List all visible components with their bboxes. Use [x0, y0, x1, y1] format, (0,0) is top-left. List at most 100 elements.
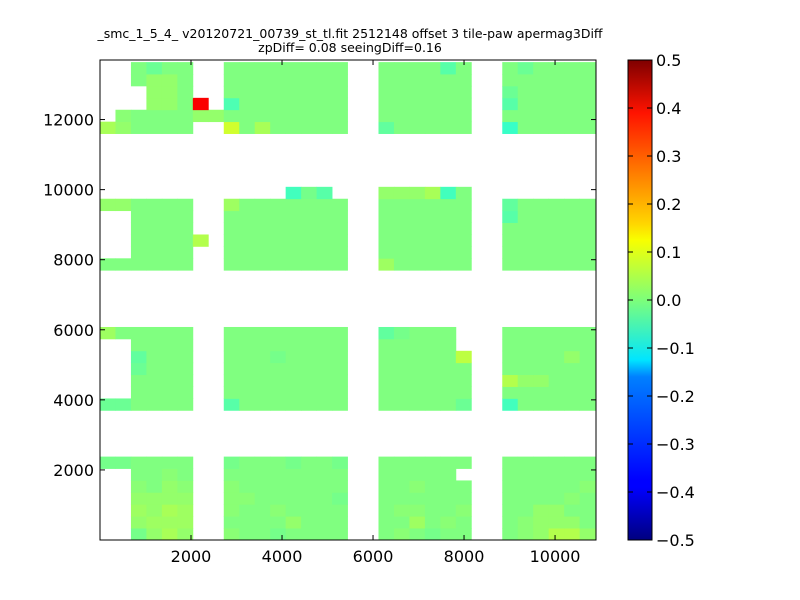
- heatmap-cell: [100, 258, 116, 271]
- heatmap-cell: [223, 456, 240, 469]
- heatmap-cell: [301, 504, 317, 517]
- heatmap-cell: [548, 374, 565, 387]
- y-tick-label: 12000: [43, 111, 94, 130]
- heatmap-cell: [146, 480, 163, 493]
- heatmap-cell: [254, 222, 271, 235]
- heatmap-cell: [301, 386, 317, 399]
- heatmap-cell: [301, 338, 317, 352]
- heatmap-cell: [440, 480, 457, 493]
- colorbar: 0.5 0.4 0.3 0.2 0.1 0.0 −0.1 −0.2 −0.3 −0.4 −0.5: [627, 51, 695, 550]
- heatmap-cell: [409, 246, 426, 259]
- heatmap-cell: [161, 492, 178, 505]
- heatmap-cell: [533, 456, 550, 469]
- heatmap-cell: [378, 398, 395, 411]
- heatmap-cell: [378, 492, 395, 505]
- heatmap-cell: [548, 210, 565, 223]
- heatmap-cell: [316, 210, 333, 223]
- heatmap-cell: [316, 492, 333, 505]
- heatmap-cell: [254, 62, 271, 75]
- heatmap-cell: [239, 516, 256, 529]
- heatmap-cell: [424, 121, 441, 134]
- heatmap-cell: [440, 468, 457, 481]
- heatmap-cell: [378, 350, 395, 364]
- heatmap-cell: [239, 109, 256, 123]
- heatmap-cell: [270, 504, 287, 517]
- heatmap-cell: [316, 222, 333, 235]
- heatmap-cell: [161, 528, 178, 541]
- heatmap-cell: [254, 109, 271, 123]
- heatmap-cell: [146, 492, 163, 505]
- heatmap-cell: [239, 386, 256, 399]
- heatmap-cell: [332, 74, 348, 87]
- heatmap-cell: [378, 528, 395, 541]
- heatmap-cell: [455, 234, 472, 247]
- heatmap-cell: [564, 246, 581, 259]
- heatmap-cell: [270, 338, 287, 352]
- heatmap-cell: [533, 386, 550, 399]
- heatmap-cell: [579, 468, 596, 481]
- heatmap-cell: [285, 374, 302, 387]
- heatmap-cell: [223, 109, 240, 123]
- heatmap-cell: [455, 362, 472, 376]
- heatmap-cell: [177, 516, 194, 529]
- heatmap-cell: [285, 234, 302, 247]
- heatmap-cell: [270, 398, 287, 411]
- heatmap-cell: [564, 326, 581, 340]
- heatmap-cell: [409, 234, 426, 247]
- heatmap-cell: [239, 362, 256, 376]
- heatmap-cell: [455, 97, 472, 111]
- heatmap-cell: [424, 246, 441, 259]
- heatmap-cell: [239, 258, 256, 271]
- heatmap-cell: [502, 234, 519, 247]
- heatmap-cell: [100, 398, 116, 411]
- heatmap-cell: [579, 386, 596, 399]
- heatmap-cell: [254, 246, 271, 259]
- heatmap-cell: [579, 258, 596, 271]
- heatmap-cell: [146, 74, 163, 87]
- heatmap-cell: [424, 222, 441, 235]
- heatmap-cell: [146, 362, 163, 376]
- heatmap-cell: [177, 62, 194, 75]
- heatmap-cell: [332, 480, 348, 493]
- heatmap-cell: [301, 121, 317, 134]
- heatmap-cell: [393, 246, 410, 259]
- heatmap-cell: [533, 504, 550, 517]
- heatmap-cell: [455, 246, 472, 259]
- heatmap-cell: [517, 62, 534, 75]
- heatmap-cell: [424, 85, 441, 99]
- heatmap-cell: [409, 258, 426, 271]
- heatmap-cell: [564, 109, 581, 123]
- y-tick-label: 10000: [43, 181, 94, 200]
- heatmap-cell: [223, 246, 240, 259]
- heatmap-cell: [564, 362, 581, 376]
- chart-title: _smc_1_5_4_ v20120721_00739_st_tl.fit 25…: [97, 26, 603, 41]
- heatmap-cell: [285, 516, 302, 529]
- heatmap-cell: [579, 504, 596, 517]
- heatmap-cell: [440, 374, 457, 387]
- heatmap-cell: [316, 456, 333, 469]
- heatmap-cell: [270, 350, 287, 364]
- heatmap-cell: [533, 350, 550, 364]
- heatmap-cell: [316, 85, 333, 99]
- heatmap-cell: [517, 516, 534, 529]
- heatmap-cell: [564, 74, 581, 87]
- heatmap-cell: [424, 456, 441, 469]
- heatmap-cell: [579, 109, 596, 123]
- heatmap-cell: [424, 468, 441, 481]
- heatmap-cell: [146, 398, 163, 411]
- heatmap-cell: [161, 121, 178, 134]
- heatmap-cell: [440, 386, 457, 399]
- y-tick-label: 4000: [53, 391, 94, 410]
- heatmap-cell: [316, 398, 333, 411]
- heatmap-cell: [192, 109, 209, 123]
- heatmap-cell: [564, 374, 581, 387]
- heatmap-cell: [424, 362, 441, 376]
- heatmap-cell: [223, 85, 240, 99]
- heatmap-cell: [301, 374, 317, 387]
- heatmap-cell: [455, 456, 472, 469]
- heatmap-cell: [254, 516, 271, 529]
- heatmap-cell: [440, 326, 457, 340]
- heatmap-cell: [270, 480, 287, 493]
- heatmap-cell: [440, 198, 457, 212]
